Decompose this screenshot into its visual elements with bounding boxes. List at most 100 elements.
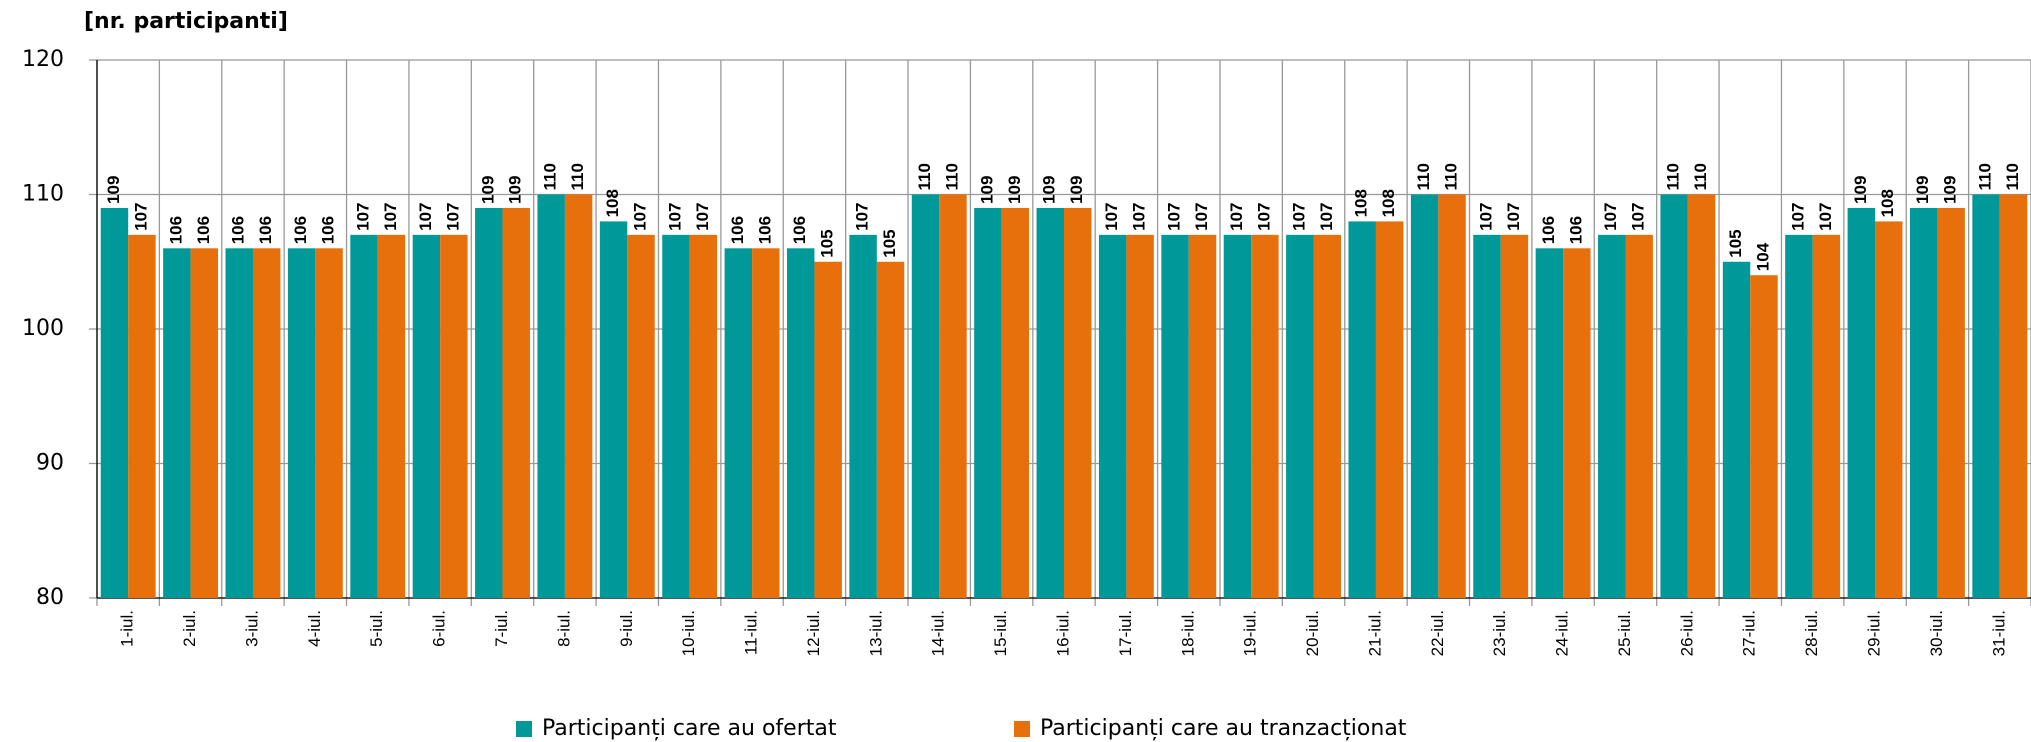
bar bbox=[1064, 207, 1092, 598]
bar bbox=[440, 234, 468, 598]
value-label: 110 bbox=[1664, 163, 1683, 190]
bar bbox=[1223, 234, 1252, 598]
value-label: 108 bbox=[1352, 189, 1371, 217]
bar bbox=[537, 194, 565, 598]
legend-label: Participanți care au tranzacționat bbox=[1040, 716, 1407, 741]
bar bbox=[1473, 234, 1501, 598]
x-tick-label: 24-iul. bbox=[1553, 610, 1572, 656]
bar bbox=[1598, 234, 1626, 598]
bar bbox=[1348, 221, 1376, 598]
x-tick-label: 13-iul. bbox=[866, 610, 885, 656]
value-label: 109 bbox=[1005, 176, 1024, 204]
y-tick-label: 120 bbox=[22, 47, 64, 72]
value-label: 110 bbox=[1442, 163, 1461, 190]
value-label: 107 bbox=[1504, 202, 1523, 230]
bar bbox=[599, 221, 628, 598]
bar bbox=[1036, 207, 1064, 598]
x-tick-label: 29-iul. bbox=[1865, 610, 1884, 656]
value-label: 107 bbox=[1601, 202, 1620, 230]
bar bbox=[1785, 234, 1813, 598]
bar bbox=[1937, 207, 1965, 598]
bar bbox=[1875, 221, 1903, 598]
bar bbox=[752, 248, 780, 599]
value-label: 105 bbox=[880, 229, 899, 257]
value-label: 107 bbox=[1629, 202, 1648, 230]
value-label: 107 bbox=[1227, 202, 1246, 230]
bar bbox=[689, 234, 718, 598]
value-label: 109 bbox=[104, 176, 123, 204]
y-tick-label: 110 bbox=[22, 182, 64, 207]
legend-label: Participanți care au ofertat bbox=[542, 716, 837, 741]
value-label: 108 bbox=[1379, 189, 1398, 217]
y-tick-label: 80 bbox=[36, 585, 64, 610]
value-label: 110 bbox=[942, 163, 961, 190]
value-label: 107 bbox=[665, 202, 684, 230]
value-label: 106 bbox=[319, 216, 338, 244]
bar bbox=[876, 261, 905, 598]
bar bbox=[1972, 194, 2000, 598]
x-tick-label: 6-iul. bbox=[430, 610, 449, 647]
value-label: 107 bbox=[354, 202, 373, 230]
bar bbox=[1535, 248, 1564, 599]
bar bbox=[1375, 221, 1404, 598]
x-tick-label: 25-iul. bbox=[1615, 610, 1634, 656]
bar bbox=[252, 248, 281, 599]
x-tick-label: 9-iul. bbox=[617, 610, 636, 647]
value-label: 107 bbox=[1192, 202, 1211, 230]
value-label: 110 bbox=[1691, 163, 1710, 190]
bar bbox=[724, 248, 753, 599]
bar bbox=[1563, 248, 1591, 599]
value-label: 106 bbox=[166, 216, 185, 244]
bar bbox=[814, 261, 842, 598]
value-label: 108 bbox=[603, 189, 622, 217]
value-label: 107 bbox=[443, 202, 462, 230]
y-tick-label: 100 bbox=[22, 316, 64, 341]
bar bbox=[1161, 234, 1189, 598]
x-tick-label: 3-iul. bbox=[242, 610, 261, 647]
bar bbox=[190, 248, 219, 599]
bar bbox=[787, 248, 815, 599]
x-tick-label: 28-iul. bbox=[1802, 610, 1821, 656]
bar bbox=[1438, 194, 1466, 598]
value-label: 107 bbox=[1816, 202, 1835, 230]
value-label: 107 bbox=[1254, 202, 1273, 230]
value-label: 106 bbox=[194, 216, 213, 244]
x-tick-label: 27-iul. bbox=[1740, 610, 1759, 656]
bar bbox=[163, 248, 191, 599]
bar bbox=[1909, 207, 1938, 598]
bar bbox=[1098, 234, 1127, 598]
value-label: 106 bbox=[291, 216, 310, 244]
bar bbox=[627, 234, 655, 598]
value-label: 107 bbox=[853, 202, 872, 230]
x-tick-label: 18-iul. bbox=[1178, 610, 1197, 656]
bar bbox=[1286, 234, 1314, 598]
value-label: 107 bbox=[1130, 202, 1149, 230]
value-label: 107 bbox=[630, 202, 649, 230]
value-label: 109 bbox=[1913, 176, 1932, 204]
bar bbox=[377, 234, 406, 598]
bar bbox=[1999, 194, 2028, 598]
value-label: 110 bbox=[568, 163, 587, 190]
bar bbox=[1625, 234, 1653, 598]
value-label: 106 bbox=[229, 216, 248, 244]
bar bbox=[1687, 194, 1716, 598]
bar bbox=[287, 248, 316, 599]
value-label: 105 bbox=[818, 229, 837, 257]
value-label: 107 bbox=[1476, 202, 1495, 230]
value-label: 106 bbox=[1566, 216, 1585, 244]
value-label: 110 bbox=[541, 163, 560, 190]
value-label: 106 bbox=[256, 216, 275, 244]
value-label: 107 bbox=[1289, 202, 1308, 230]
value-label: 110 bbox=[1414, 163, 1433, 190]
x-tick-label: 8-iul. bbox=[554, 610, 573, 647]
value-label: 107 bbox=[1788, 202, 1807, 230]
value-label: 108 bbox=[1878, 189, 1897, 217]
x-tick-label: 11-iul. bbox=[742, 610, 761, 655]
x-tick-label: 19-iul. bbox=[1241, 610, 1260, 656]
bar bbox=[412, 234, 441, 598]
y-tick-label: 90 bbox=[36, 451, 64, 476]
x-tick-label: 7-iul. bbox=[492, 610, 511, 647]
bar bbox=[1410, 194, 1439, 598]
x-tick-label: 16-iul. bbox=[1053, 610, 1072, 656]
